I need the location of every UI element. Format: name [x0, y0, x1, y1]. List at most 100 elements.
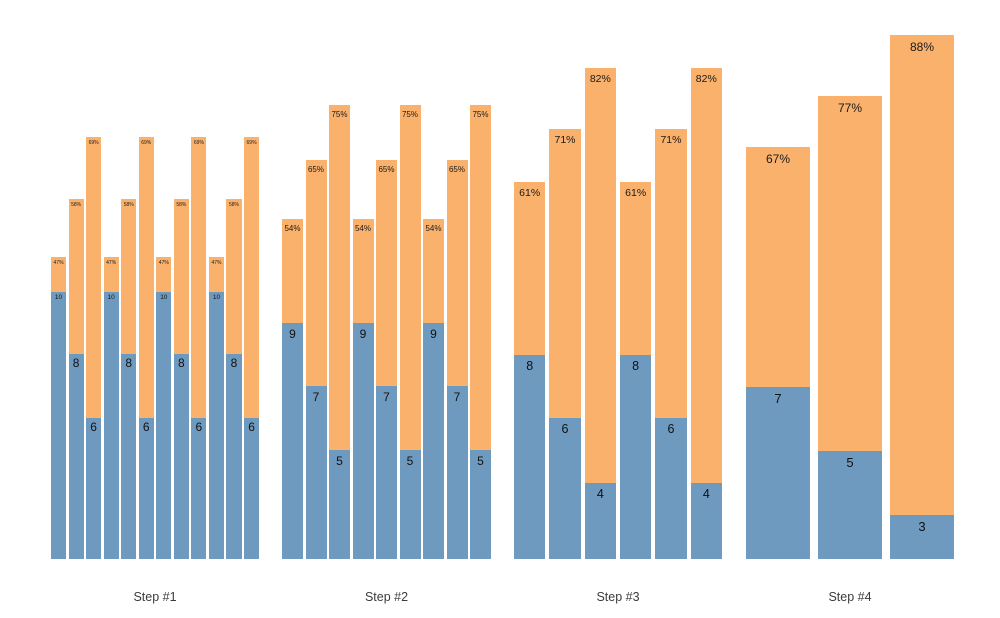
bar-blue-segment: 9: [423, 323, 444, 559]
bar-percent-label: 71%: [660, 134, 682, 146]
bar-blue-segment: 8: [121, 354, 137, 559]
bar-blue-segment: 6: [138, 418, 154, 559]
bar-percent-label: 47%: [106, 260, 117, 266]
bar-value-label: 10: [54, 294, 63, 301]
bar-value-label: 6: [561, 422, 569, 436]
bar-value-label: 8: [632, 359, 640, 373]
bar-group: 61% 8 71% 6 82% 4 61% 8 71% 6 82% 4: [514, 68, 722, 559]
bar-blue-segment: 9: [352, 323, 374, 559]
bar-value-label: 10: [107, 294, 115, 301]
group-label: Step #3: [596, 590, 640, 604]
bar-blue-segment: 7: [746, 387, 810, 559]
stacked-bar: 47% 10: [51, 257, 67, 559]
stacked-bar: 75% 5: [399, 105, 421, 559]
bar-blue-segment: 5: [329, 450, 350, 559]
bar-percent-label: 65%: [378, 165, 395, 174]
group-label: Step #4: [828, 590, 872, 604]
bar-blue-segment: 8: [619, 355, 652, 559]
bar-value-label: 6: [248, 420, 255, 434]
bar-blue-segment: 8: [514, 355, 546, 559]
bar-value-label: 5: [336, 454, 343, 468]
stacked-bar: 88% 3: [890, 35, 954, 559]
bar-value-label: 7: [453, 390, 461, 404]
bar-group: 67% 7 77% 5 88% 3: [746, 35, 954, 559]
bar-percent-label: 67%: [765, 152, 791, 166]
bar-value-label: 8: [72, 356, 80, 370]
bar-blue-segment: 3: [890, 515, 954, 559]
bar-blue-segment: 8: [68, 354, 84, 559]
bar-value-label: 4: [702, 487, 710, 501]
bar-value-label: 8: [125, 356, 133, 370]
bar-percent-label: 82%: [589, 73, 611, 85]
stacked-bar: 58% 8: [226, 199, 242, 559]
bar-blue-segment: 7: [446, 386, 468, 559]
bar-blue-segment: 4: [584, 483, 616, 559]
stacked-bar: 69% 6: [86, 137, 102, 559]
bar-percent-label: 58%: [228, 202, 239, 208]
bar-percent-label: 47%: [53, 260, 64, 266]
bar-value-label: 5: [477, 454, 484, 468]
stacked-bar: 54% 9: [282, 219, 303, 559]
bar-blue-segment: 10: [51, 292, 67, 559]
bar-percent-label: 69%: [88, 140, 99, 146]
bar-percent-label: 82%: [695, 73, 717, 85]
stacked-bar: 65% 7: [305, 160, 327, 559]
bar-group: 47% 10 58% 8 69% 6 47% 10 58% 8 69% 6 47% 10 58% 8 69% 6 4…: [51, 137, 260, 559]
bar-blue-segment: 8: [173, 354, 189, 559]
stacked-bar: 75% 5: [329, 105, 350, 559]
stacked-bar: 47% 10: [208, 257, 224, 559]
bar-value-label: 10: [212, 294, 221, 301]
bar-group: 54% 9 65% 7 75% 5 54% 9 65% 7 75% 5 54% 9 65% 7 75% 5: [282, 105, 491, 559]
bar-value-label: 3: [918, 519, 926, 534]
bar-value-label: 5: [406, 454, 414, 468]
bar-blue-segment: 5: [470, 450, 491, 559]
bar-blue-segment: 4: [690, 483, 722, 559]
bar-value-label: 7: [312, 390, 320, 404]
bar-percent-label: 58%: [123, 202, 134, 208]
bar-value-label: 6: [195, 420, 203, 434]
stacked-bar: 47% 10: [156, 257, 172, 559]
bar-percent-label: 54%: [354, 224, 371, 233]
bar-blue-segment: 5: [399, 450, 421, 559]
bar-percent-label: 54%: [284, 224, 301, 233]
bar-percent-label: 75%: [331, 110, 348, 119]
bar-blue-segment: 6: [655, 418, 687, 559]
stacked-bar: 77% 5: [818, 96, 882, 559]
stacked-bar: 82% 4: [584, 68, 616, 559]
stacked-bar: 58% 8: [121, 199, 137, 559]
bar-blue-segment: 10: [208, 292, 224, 559]
stacked-bar: 58% 8: [173, 199, 189, 559]
bar-value-label: 5: [846, 455, 854, 470]
bar-value-label: 4: [596, 487, 604, 501]
bar-percent-label: 65%: [448, 165, 465, 174]
stacked-bar: 71% 6: [549, 129, 581, 559]
bar-percent-label: 61%: [519, 187, 541, 199]
stacked-bar: 69% 6: [191, 137, 207, 559]
bar-percent-label: 69%: [246, 140, 257, 146]
bar-value-label: 10: [160, 294, 168, 301]
bar-percent-label: 54%: [425, 224, 442, 233]
bar-value-label: 7: [774, 391, 782, 406]
bar-percent-label: 61%: [625, 187, 647, 199]
stacked-bar: 47% 10: [103, 257, 119, 559]
group-label: Step #2: [364, 590, 409, 604]
stacked-bar: 82% 4: [690, 68, 722, 559]
bar-blue-segment: 6: [244, 418, 260, 559]
bar-value-label: 6: [142, 420, 150, 434]
bar-percent-label: 77%: [837, 101, 863, 115]
stacked-bar: 65% 7: [376, 160, 397, 559]
bar-value-label: 8: [526, 359, 534, 373]
bar-value-label: 9: [359, 327, 367, 341]
stacked-bar: 71% 6: [655, 129, 687, 559]
bar-value-label: 9: [289, 327, 296, 341]
group-label: Step #1: [133, 590, 177, 604]
stacked-bar: 61% 8: [514, 182, 546, 559]
bar-blue-segment: 10: [103, 292, 119, 559]
stacked-bar: 65% 7: [446, 160, 468, 559]
bar-percent-label: 58%: [176, 202, 187, 208]
bar-percent-label: 75%: [401, 110, 418, 119]
bar-value-label: 6: [90, 420, 97, 434]
bar-blue-segment: 6: [86, 418, 102, 559]
stacked-bar: 67% 7: [746, 147, 810, 559]
